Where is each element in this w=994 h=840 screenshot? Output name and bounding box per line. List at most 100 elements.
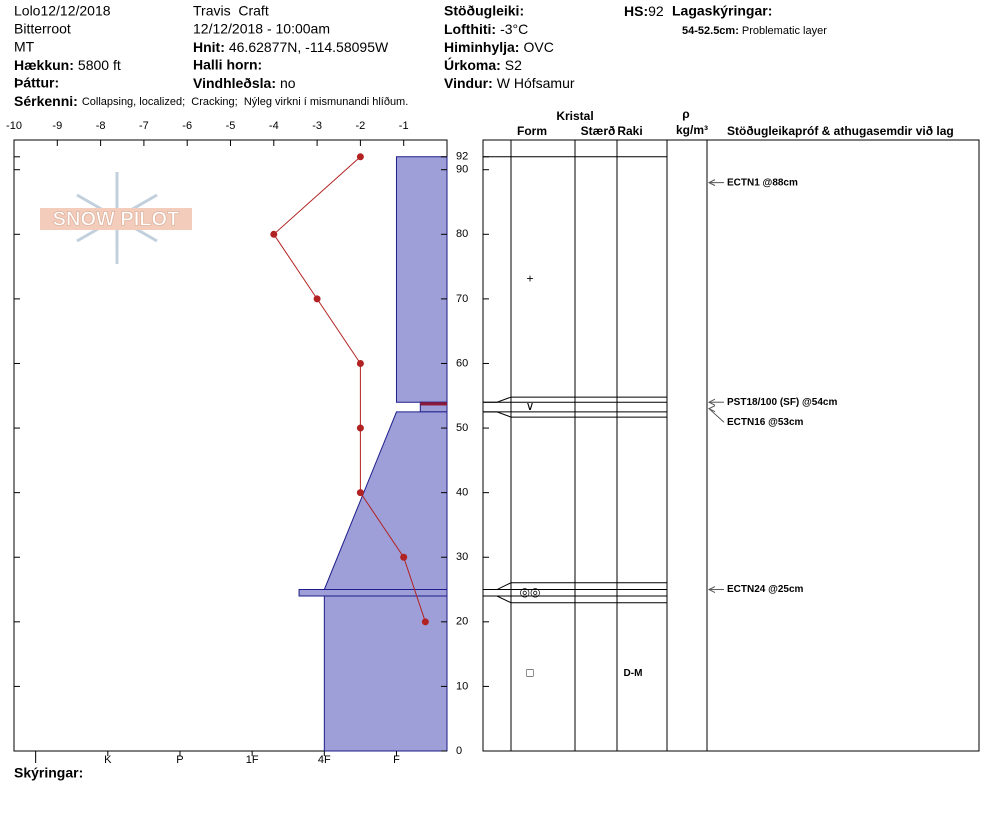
layer-table xyxy=(482,139,980,752)
y-tick-label: 92 xyxy=(456,151,468,163)
x-tick-label: -5 xyxy=(226,120,236,132)
value: OVC xyxy=(523,39,553,55)
test-arrowhead xyxy=(707,398,716,406)
label: Hnit: xyxy=(193,39,225,55)
hardness-tick-label: 4F xyxy=(318,754,331,766)
legend-note: 54-52.5cm: Problematic layer xyxy=(682,25,827,37)
label: Úrkoma: xyxy=(444,56,501,73)
elevation: Hækkun: 5800 ft xyxy=(14,57,121,73)
temperature-line xyxy=(273,156,426,622)
aspect: Þáttur: xyxy=(14,75,59,91)
x-tick-label: -7 xyxy=(139,120,149,132)
wind-loading: Vindhleðsla: no xyxy=(193,75,296,91)
y-tick-label: 30 xyxy=(456,551,468,563)
state: MT xyxy=(14,39,35,55)
temperature-point xyxy=(313,295,321,303)
x-tick-label: -6 xyxy=(182,120,192,132)
temperature-point xyxy=(421,618,429,626)
logo-text: SNOW PILOT xyxy=(53,208,180,230)
value: 92 xyxy=(648,3,664,19)
hardness-layer xyxy=(323,411,448,591)
y-tick-label: 80 xyxy=(456,228,468,240)
col-tests: Stöðugleikapróf & athugasemdir við lag xyxy=(727,124,954,138)
temperature-point xyxy=(356,153,364,161)
problem-layer xyxy=(420,402,447,406)
hardness-layer xyxy=(298,589,448,597)
hs: HS:92 xyxy=(624,3,664,19)
column-lines xyxy=(510,140,708,751)
col-moisture: Raki xyxy=(617,124,642,138)
value: -3°C xyxy=(500,21,528,37)
test-arrowhead xyxy=(707,179,716,187)
hardness-layer xyxy=(395,156,448,403)
col-crystal: Kristal xyxy=(556,109,593,123)
x-tick-label: -3 xyxy=(312,120,322,132)
col-density-unit: kg/m³ xyxy=(676,123,708,137)
location: Lolo12/12/2018 xyxy=(14,3,111,19)
grain-form: □ xyxy=(526,666,533,680)
range: 54-52.5cm: xyxy=(682,25,739,37)
label: Himinhylja: xyxy=(444,39,519,55)
y-tick-label: 50 xyxy=(456,422,468,434)
column-headers: Kristal Form Stærð Raki ρ kg/m³ Stöðugle… xyxy=(517,107,954,138)
temperature-point xyxy=(270,230,278,238)
moisture: D-M xyxy=(624,668,643,679)
col-form: Form xyxy=(517,124,547,138)
precip: Úrkoma: S2 xyxy=(444,56,522,73)
x-tick-label: -8 xyxy=(96,120,106,132)
test-arrowhead xyxy=(707,405,716,413)
temperature-point xyxy=(400,553,408,561)
test-arrowhead xyxy=(707,586,716,593)
hardness-tick-label: F xyxy=(393,754,400,766)
hardness-tick-label: P xyxy=(176,754,183,766)
x-tick-label: -4 xyxy=(269,120,279,132)
col-density: ρ xyxy=(682,107,689,121)
test-arrow xyxy=(708,408,725,423)
legend-title: Lagaskýringar: xyxy=(672,3,772,19)
label: Vindhleðsla: xyxy=(193,75,276,91)
label: Vindur: xyxy=(444,75,493,91)
temperature-point xyxy=(356,424,364,432)
y-tick-label: 20 xyxy=(456,616,468,628)
hardness-layer xyxy=(323,595,448,752)
temperature-point xyxy=(356,359,364,367)
hardness-tick-label: I xyxy=(34,754,37,766)
logo-band xyxy=(40,208,192,230)
hardness-tick-label: K xyxy=(104,754,112,766)
y-tick-label: 70 xyxy=(456,293,468,305)
text: Problematic layer xyxy=(742,25,827,37)
x-tick-label: -1 xyxy=(399,120,409,132)
value: 46.62877N, -114.58095W xyxy=(229,39,389,55)
value: 5800 ft xyxy=(78,57,121,73)
value: no xyxy=(280,75,296,91)
col-size: Stærð xyxy=(581,124,616,138)
observer: Travis Craft xyxy=(193,3,269,19)
layer-boundary xyxy=(483,396,667,403)
value: W Hófsamur xyxy=(497,75,575,91)
value: S2 xyxy=(505,57,522,73)
x-tick-label: -9 xyxy=(52,120,62,132)
temperature-point xyxy=(356,489,364,497)
x-tick-label: -10 xyxy=(6,120,22,132)
y-tick-label: 90 xyxy=(456,164,468,176)
y-tick-label: 10 xyxy=(456,680,468,692)
hardness-tick-label: 1F xyxy=(246,754,259,766)
slope: Halli horn: xyxy=(193,57,262,73)
test-label: ECTN24 @25cm xyxy=(727,584,804,595)
grain-form: ◎◎ xyxy=(520,585,541,599)
comments: Skýringar: xyxy=(14,765,83,781)
value: Collapsing, localized; Cracking; Nýleg v… xyxy=(82,96,408,108)
test-label: ECTN16 @53cm xyxy=(727,417,804,428)
layer-boundary xyxy=(483,582,667,591)
sky: Himinhylja: OVC xyxy=(444,39,554,55)
features: Sérkenni: Collapsing, localized; Cracking… xyxy=(14,93,408,109)
grain-form: + xyxy=(526,272,533,286)
range: Bitterroot xyxy=(14,21,71,37)
header: Lolo12/12/2018 Bitterroot MT Hækkun: 5800… xyxy=(14,3,827,781)
x-tick-label: -2 xyxy=(356,120,366,132)
grain-form: ∨ xyxy=(526,399,535,413)
test-label: PST18/100 (SF) @54cm xyxy=(727,397,837,408)
y-tick-label: 60 xyxy=(456,357,468,369)
datetime: 12/12/2018 - 10:00am xyxy=(193,21,330,37)
